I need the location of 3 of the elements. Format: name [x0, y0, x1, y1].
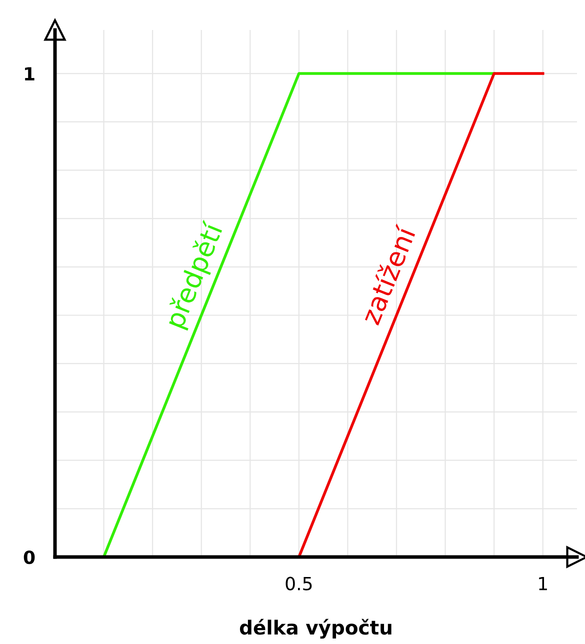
y-tick-label: 0: [24, 550, 35, 564]
x-tick-label: 0.5: [286, 576, 312, 590]
x-axis-title: délka výpočtu: [240, 618, 392, 639]
